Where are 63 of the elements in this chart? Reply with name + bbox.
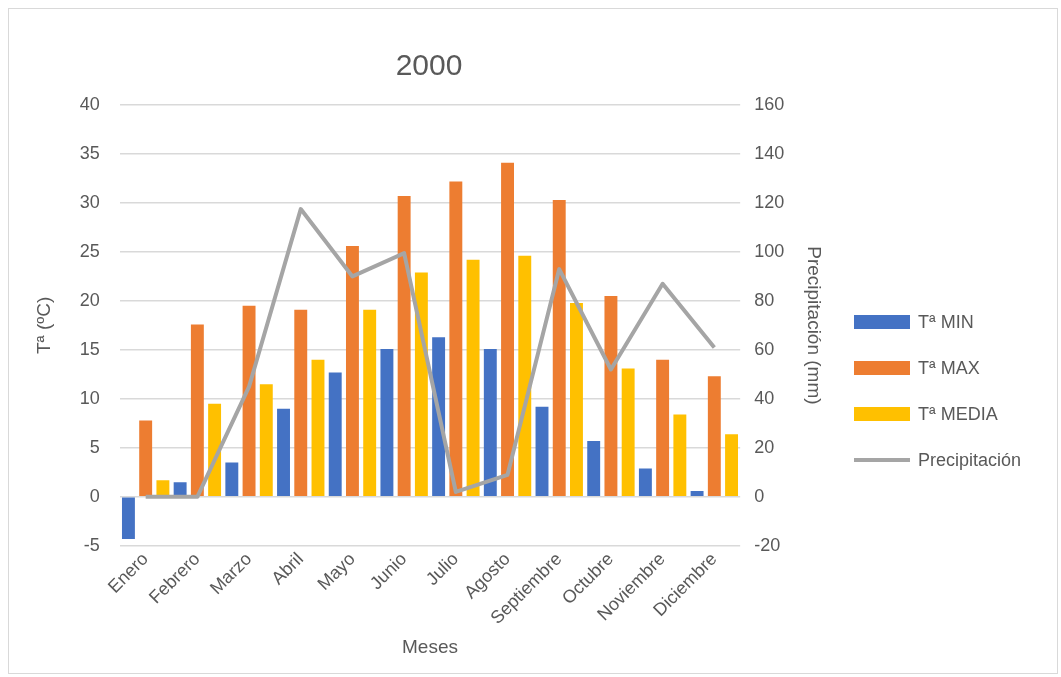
bar — [552, 200, 566, 497]
bar — [225, 462, 239, 497]
y-tick-label: 30 — [79, 191, 100, 212]
legend-label: Tª MIN — [918, 311, 974, 333]
bar — [570, 302, 583, 497]
bar — [449, 181, 463, 497]
bar — [380, 348, 394, 497]
bar — [242, 305, 256, 497]
y2-tick-label: 120 — [754, 191, 785, 212]
bar — [673, 414, 687, 497]
bar — [173, 482, 187, 497]
legend-label: Precipitación — [918, 449, 1022, 471]
y-tick-label: -5 — [83, 534, 100, 555]
y2-tick-label: 20 — [754, 436, 775, 457]
y2-tick-label: 0 — [754, 485, 765, 506]
y-tick-label: 0 — [89, 485, 100, 506]
bar — [587, 441, 601, 497]
bar — [345, 246, 359, 497]
bar — [621, 368, 635, 497]
x-axis-title: Meses — [402, 635, 458, 657]
y2-tick-label: 80 — [754, 289, 775, 310]
legend-label: Tª MEDIA — [918, 403, 998, 425]
bar — [328, 372, 342, 497]
bar — [466, 259, 480, 497]
bar — [190, 324, 204, 497]
bar — [707, 376, 721, 497]
bar — [535, 406, 549, 497]
y-tick-label: 20 — [79, 289, 100, 310]
chart-title: 2000 — [395, 48, 463, 82]
bar — [483, 348, 497, 497]
bar — [311, 359, 325, 497]
bar — [294, 309, 308, 497]
bar — [638, 468, 652, 497]
y-tick-label: 25 — [79, 240, 100, 261]
y-tick-label: 40 — [79, 93, 100, 114]
y2-tick-label: 60 — [754, 338, 775, 359]
bar — [725, 434, 739, 497]
bar — [259, 384, 273, 497]
bar — [656, 359, 670, 497]
bar — [363, 309, 377, 497]
y2-tick-label: 40 — [754, 387, 775, 408]
legend-label: Tª MAX — [918, 357, 980, 379]
bar — [139, 420, 153, 497]
bar — [518, 255, 532, 497]
y-tick-label: 15 — [79, 338, 100, 359]
y-tick-label: 35 — [79, 142, 100, 163]
bar — [501, 162, 514, 497]
y2-axis-title: Precipitación (mm) — [804, 246, 826, 405]
y-tick-label: 5 — [89, 436, 100, 457]
bar — [414, 272, 428, 497]
y2-tick-label: 160 — [754, 93, 785, 114]
y2-tick-label: -20 — [754, 534, 781, 555]
y2-tick-label: 140 — [754, 142, 785, 163]
bar — [690, 490, 704, 497]
y-tick-label: 10 — [79, 387, 100, 408]
bar — [604, 296, 618, 497]
y-axis-title: Tª (ºC) — [32, 296, 54, 355]
bar — [277, 408, 290, 497]
bar — [121, 497, 135, 539]
x-tick-label: Julio — [421, 548, 463, 589]
bar — [156, 480, 170, 497]
y2-tick-label: 100 — [754, 240, 785, 261]
bar — [397, 196, 411, 497]
